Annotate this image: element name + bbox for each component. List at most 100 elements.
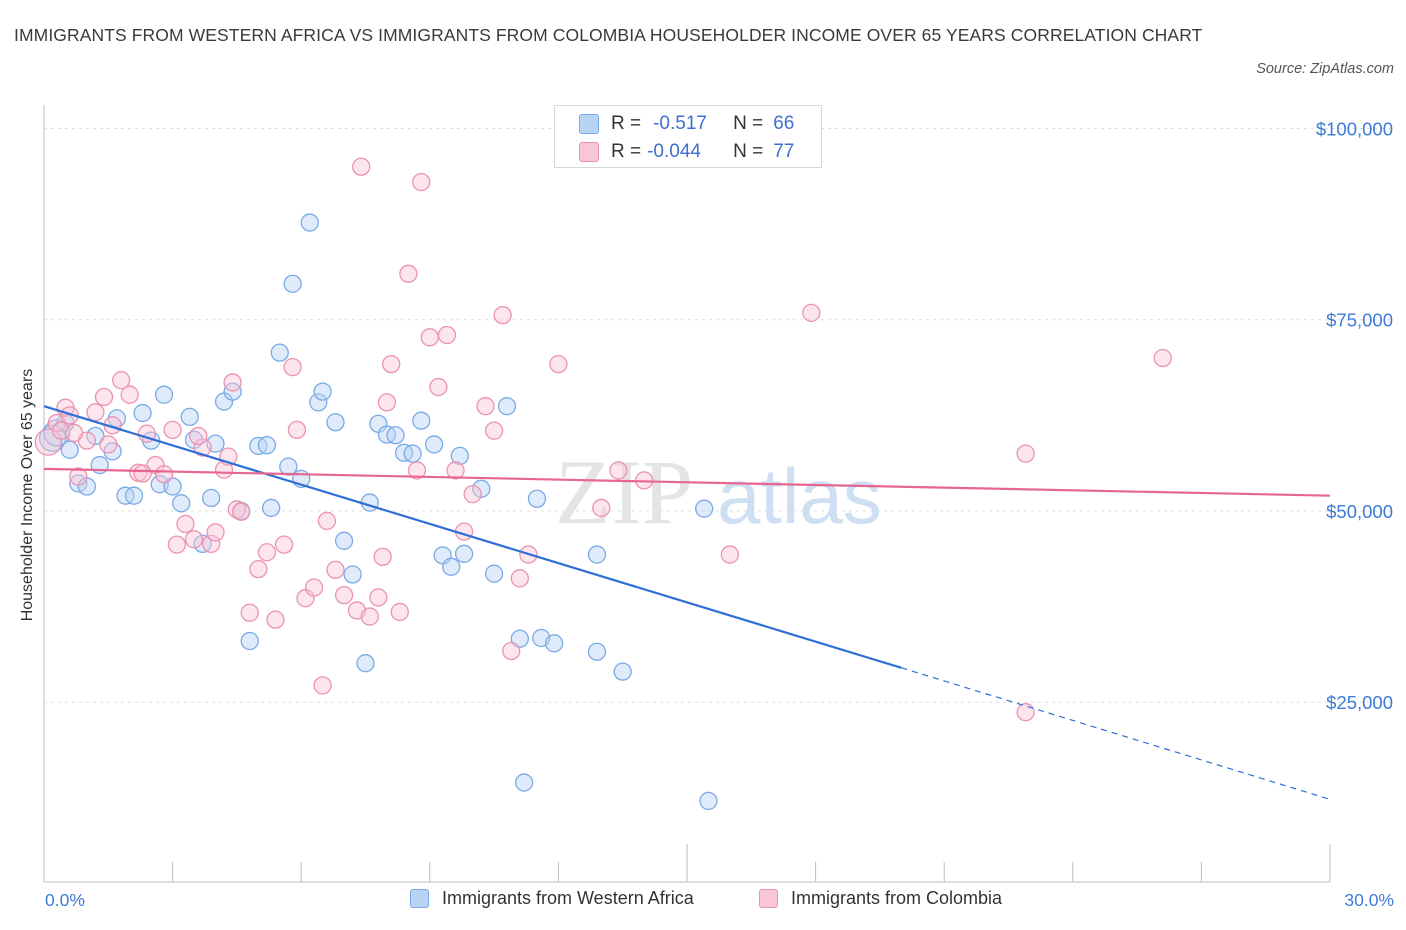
data-point bbox=[429, 377, 448, 397]
data-point bbox=[304, 578, 324, 597]
trend-lines bbox=[43, 405, 1331, 800]
data-point bbox=[446, 461, 465, 480]
data-point bbox=[382, 354, 401, 374]
data-point bbox=[343, 565, 362, 584]
source-label: Source: ZipAtlas.com bbox=[1256, 61, 1394, 77]
data-point bbox=[193, 438, 212, 457]
watermark-zip: ZIP bbox=[555, 441, 693, 543]
legend-swatch-blue bbox=[410, 889, 429, 908]
data-point bbox=[694, 499, 714, 518]
data-point bbox=[326, 560, 345, 580]
data-point bbox=[403, 444, 422, 463]
data-point bbox=[172, 494, 191, 513]
legend-r-label: R = bbox=[611, 113, 642, 134]
data-point bbox=[369, 588, 388, 607]
data-point bbox=[86, 426, 105, 446]
data-point bbox=[356, 654, 375, 673]
trend-line-western-africa bbox=[43, 405, 902, 669]
data-point bbox=[326, 413, 345, 432]
data-point bbox=[167, 535, 187, 554]
data-point bbox=[279, 457, 298, 476]
legend-r-label: R = bbox=[611, 141, 642, 162]
data-point bbox=[613, 662, 632, 681]
legend-label-colombia: Immigrants from Colombia bbox=[791, 888, 1003, 908]
legend-swatch-pink bbox=[579, 142, 599, 162]
grid-lines bbox=[44, 127, 1395, 703]
y-tick-label: $25,000 bbox=[1326, 692, 1393, 713]
watermark-atlas: atlas bbox=[717, 452, 882, 540]
data-point bbox=[283, 274, 302, 293]
legend-n-value: 77 bbox=[773, 141, 795, 162]
data-point bbox=[60, 406, 79, 425]
data-point bbox=[309, 393, 328, 412]
data-point bbox=[133, 464, 152, 483]
data-point bbox=[154, 385, 174, 404]
data-point bbox=[283, 358, 302, 377]
axes bbox=[43, 105, 1331, 883]
data-point bbox=[527, 489, 547, 508]
data-point bbox=[189, 426, 208, 446]
data-point bbox=[180, 407, 199, 427]
data-point bbox=[154, 465, 174, 484]
data-point bbox=[587, 545, 607, 564]
data-point bbox=[497, 397, 517, 416]
data-point bbox=[352, 157, 371, 176]
data-point bbox=[412, 411, 431, 430]
data-point bbox=[313, 382, 332, 401]
data-point bbox=[502, 641, 521, 661]
data-point bbox=[377, 393, 397, 412]
legend-swatch-blue bbox=[579, 114, 599, 134]
data-point bbox=[454, 544, 474, 563]
series-western-africa bbox=[38, 213, 718, 811]
trend-line-colombia bbox=[43, 467, 1331, 497]
legend-swatch-pink bbox=[759, 889, 778, 908]
data-point bbox=[133, 403, 152, 423]
y-tick-label: $100,000 bbox=[1316, 118, 1393, 139]
data-point bbox=[390, 602, 409, 622]
y-tick-label: $75,000 bbox=[1326, 310, 1393, 331]
data-point bbox=[399, 264, 418, 283]
data-point bbox=[592, 498, 611, 518]
data-point bbox=[287, 420, 307, 440]
data-point bbox=[313, 676, 332, 695]
data-point bbox=[112, 371, 131, 390]
data-point bbox=[587, 642, 607, 661]
data-point bbox=[1016, 444, 1035, 463]
data-point bbox=[514, 773, 534, 792]
x-tick-min: 0.0% bbox=[45, 890, 85, 910]
data-point bbox=[544, 634, 564, 653]
data-point bbox=[407, 461, 427, 480]
legend-row-colombia: R = -0.044 N = 77 bbox=[579, 139, 794, 165]
data-point bbox=[262, 498, 281, 518]
legend-item-colombia: Immigrants from Colombia bbox=[759, 888, 1002, 909]
data-point bbox=[240, 603, 259, 622]
data-point bbox=[317, 511, 337, 531]
x-tick-max: 30.0% bbox=[1344, 890, 1394, 910]
data-point bbox=[270, 343, 289, 362]
data-point bbox=[386, 426, 405, 445]
data-point bbox=[549, 354, 568, 374]
data-point bbox=[163, 420, 182, 440]
data-point bbox=[206, 523, 225, 542]
y-tick-label: $50,000 bbox=[1326, 501, 1393, 522]
legend-r-value: -0.517 bbox=[653, 113, 707, 134]
data-point bbox=[124, 486, 144, 505]
data-point bbox=[424, 435, 444, 454]
legend-row-western-africa: R = -0.517 N = 66 bbox=[579, 111, 794, 137]
data-point bbox=[484, 564, 504, 583]
data-point bbox=[334, 585, 354, 605]
data-point bbox=[420, 328, 439, 347]
data-point bbox=[360, 607, 379, 626]
data-point bbox=[223, 373, 242, 392]
data-point bbox=[274, 535, 294, 554]
series-colombia bbox=[34, 157, 1172, 722]
data-point bbox=[202, 488, 221, 508]
data-point bbox=[257, 436, 277, 455]
legend-label-western-africa: Immigrants from Western Africa bbox=[442, 888, 694, 908]
data-point bbox=[99, 435, 118, 454]
y-tick-labels: $25,000 $50,000 $75,000 $100,000 bbox=[1316, 118, 1393, 713]
data-point bbox=[1153, 348, 1172, 368]
legend-item-western-africa: Immigrants from Western Africa bbox=[410, 888, 694, 909]
legend-n-value: 66 bbox=[773, 113, 795, 134]
